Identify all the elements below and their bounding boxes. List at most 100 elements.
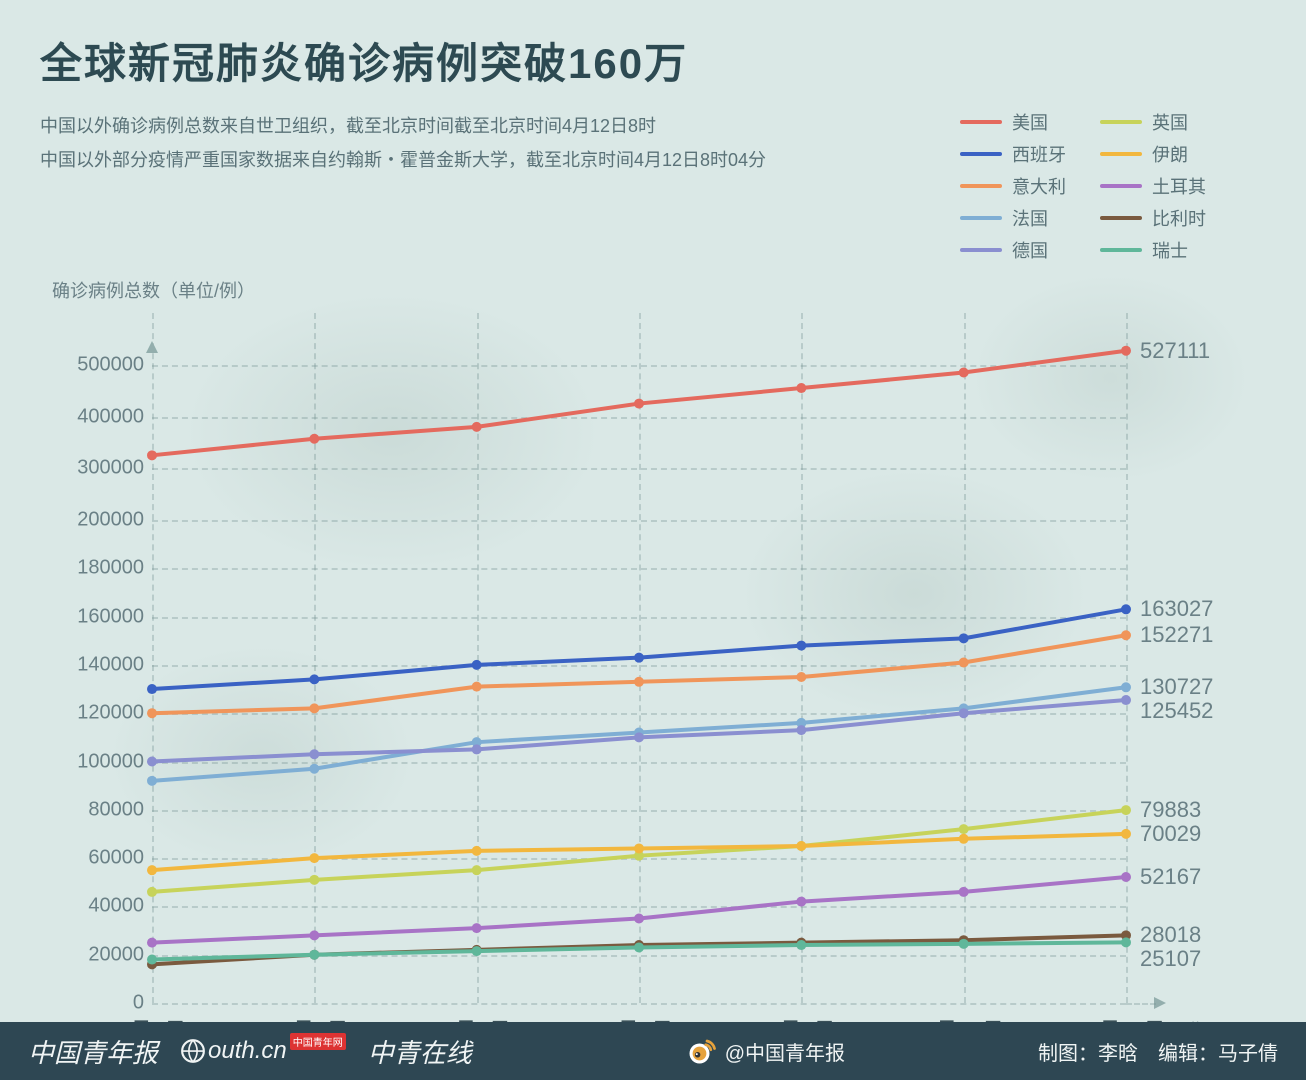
series-marker-iran [959, 834, 969, 844]
legend-label: 美国 [1012, 109, 1048, 135]
legend-swatch [1100, 184, 1142, 188]
series-marker-spain [147, 684, 157, 694]
series-marker-turkey [472, 923, 482, 933]
series-marker-spain [959, 633, 969, 643]
infographic-container: 全球新冠肺炎确诊病例突破160万 中国以外确诊病例总数来自世卫组织，截至北京时间… [0, 0, 1306, 1053]
series-marker-turkey [796, 897, 806, 907]
subtitle: 中国以外确诊病例总数来自世卫组织，截至北京时间截至北京时间4月12日8时 中国以… [40, 109, 766, 177]
legend-swatch [960, 120, 1002, 124]
series-marker-germany [309, 749, 319, 759]
series-marker-switzerland [959, 939, 969, 949]
series-marker-turkey [147, 938, 157, 948]
legend-swatch [1100, 216, 1142, 220]
series-marker-spain [796, 641, 806, 651]
footer-brand-2: outh.cn 中国青年网 [180, 1037, 346, 1065]
legend-item-france: 法国 [960, 205, 1066, 231]
legend-label: 比利时 [1152, 205, 1206, 231]
footer-bar: 中国青年报 outh.cn 中国青年网 中青在线 @中国青年报 制图：李晗 编辑… [0, 1022, 1306, 1080]
series-marker-germany [1121, 695, 1131, 705]
series-marker-usa [1121, 346, 1131, 356]
legend-swatch [1100, 248, 1142, 252]
series-marker-usa [472, 422, 482, 432]
series-marker-iran [309, 853, 319, 863]
series-marker-turkey [634, 913, 644, 923]
series-marker-uk [147, 887, 157, 897]
legend-label: 瑞士 [1152, 237, 1188, 263]
legend-label: 伊朗 [1152, 141, 1188, 167]
legend-label: 土耳其 [1152, 173, 1206, 199]
series-marker-usa [959, 368, 969, 378]
legend-label: 德国 [1012, 237, 1048, 263]
series-marker-usa [147, 450, 157, 460]
series-line-turkey [152, 877, 1126, 943]
series-marker-germany [472, 744, 482, 754]
series-marker-italy [472, 682, 482, 692]
legend-swatch [960, 152, 1002, 156]
footer-brand-3: 中青在线 [368, 1033, 472, 1070]
footer-brand-2-tag: 中国青年网 [290, 1033, 346, 1050]
series-marker-italy [796, 672, 806, 682]
series-marker-iran [472, 846, 482, 856]
subtitle-legend-row: 中国以外确诊病例总数来自世卫组织，截至北京时间截至北京时间4月12日8时 中国以… [40, 109, 1266, 263]
series-end-label-usa: 527111 [1140, 338, 1210, 364]
series-marker-uk [959, 824, 969, 834]
series-marker-iran [634, 843, 644, 853]
legend-label: 意大利 [1012, 173, 1066, 199]
series-end-label-turkey: 52167 [1140, 864, 1201, 890]
legend-swatch [1100, 152, 1142, 156]
series-marker-turkey [309, 930, 319, 940]
legend-label: 法国 [1012, 205, 1048, 231]
series-marker-italy [309, 703, 319, 713]
footer-weibo: @中国青年报 [687, 1036, 845, 1066]
series-marker-germany [959, 708, 969, 718]
series-marker-spain [472, 660, 482, 670]
legend-label: 英国 [1152, 109, 1188, 135]
chart-svg [52, 313, 1266, 1053]
legend-item-turkey: 土耳其 [1100, 173, 1206, 199]
footer-weibo-handle: @中国青年报 [725, 1037, 845, 1066]
series-marker-usa [309, 434, 319, 444]
series-marker-turkey [1121, 872, 1131, 882]
legend-swatch [1100, 120, 1142, 124]
series-marker-france [1121, 682, 1131, 692]
series-marker-italy [147, 708, 157, 718]
series-end-label-belgium: 28018 [1140, 922, 1201, 948]
series-marker-usa [796, 383, 806, 393]
series-marker-switzerland [796, 940, 806, 950]
series-marker-italy [634, 677, 644, 687]
footer-brand-2-text: outh.cn [208, 1037, 287, 1065]
series-end-label-italy: 152271 [1140, 622, 1213, 648]
series-marker-switzerland [1121, 937, 1131, 947]
series-end-label-spain: 163027 [1140, 596, 1213, 622]
legend-item-usa: 美国 [960, 109, 1066, 135]
legend-label: 西班牙 [1012, 141, 1066, 167]
series-marker-italy [1121, 630, 1131, 640]
series-marker-uk [1121, 805, 1131, 815]
series-marker-germany [634, 732, 644, 742]
legend-item-belgium: 比利时 [1100, 205, 1206, 231]
series-marker-iran [147, 865, 157, 875]
globe-icon [180, 1038, 206, 1064]
legend-item-uk: 英国 [1100, 109, 1206, 135]
series-marker-usa [634, 399, 644, 409]
legend-item-germany: 德国 [960, 237, 1066, 263]
series-marker-spain [634, 653, 644, 663]
legend-item-iran: 伊朗 [1100, 141, 1206, 167]
series-marker-uk [472, 865, 482, 875]
subtitle-line-1: 中国以外确诊病例总数来自世卫组织，截至北京时间截至北京时间4月12日8时 [40, 109, 766, 143]
legend-item-spain: 西班牙 [960, 141, 1066, 167]
y-axis-label: 确诊病例总数（单位/例） [52, 277, 1266, 303]
series-marker-switzerland [472, 946, 482, 956]
series-marker-france [147, 776, 157, 786]
footer-credits: 制图：李晗 编辑：马子倩 [1038, 1037, 1278, 1066]
series-end-label-switzerland: 25107 [1140, 946, 1201, 972]
page-title: 全球新冠肺炎确诊病例突破160万 [40, 30, 1266, 91]
line-chart: 0200004000060000800001000001200001400001… [52, 313, 1266, 1053]
series-marker-iran [796, 841, 806, 851]
subtitle-line-2: 中国以外部分疫情严重国家数据来自约翰斯・霍普金斯大学，截至北京时间4月12日8时… [40, 143, 766, 177]
series-marker-france [309, 764, 319, 774]
series-end-label-iran: 70029 [1140, 821, 1201, 847]
series-marker-iran [1121, 829, 1131, 839]
series-end-label-uk: 79883 [1140, 797, 1201, 823]
legend-swatch [960, 184, 1002, 188]
